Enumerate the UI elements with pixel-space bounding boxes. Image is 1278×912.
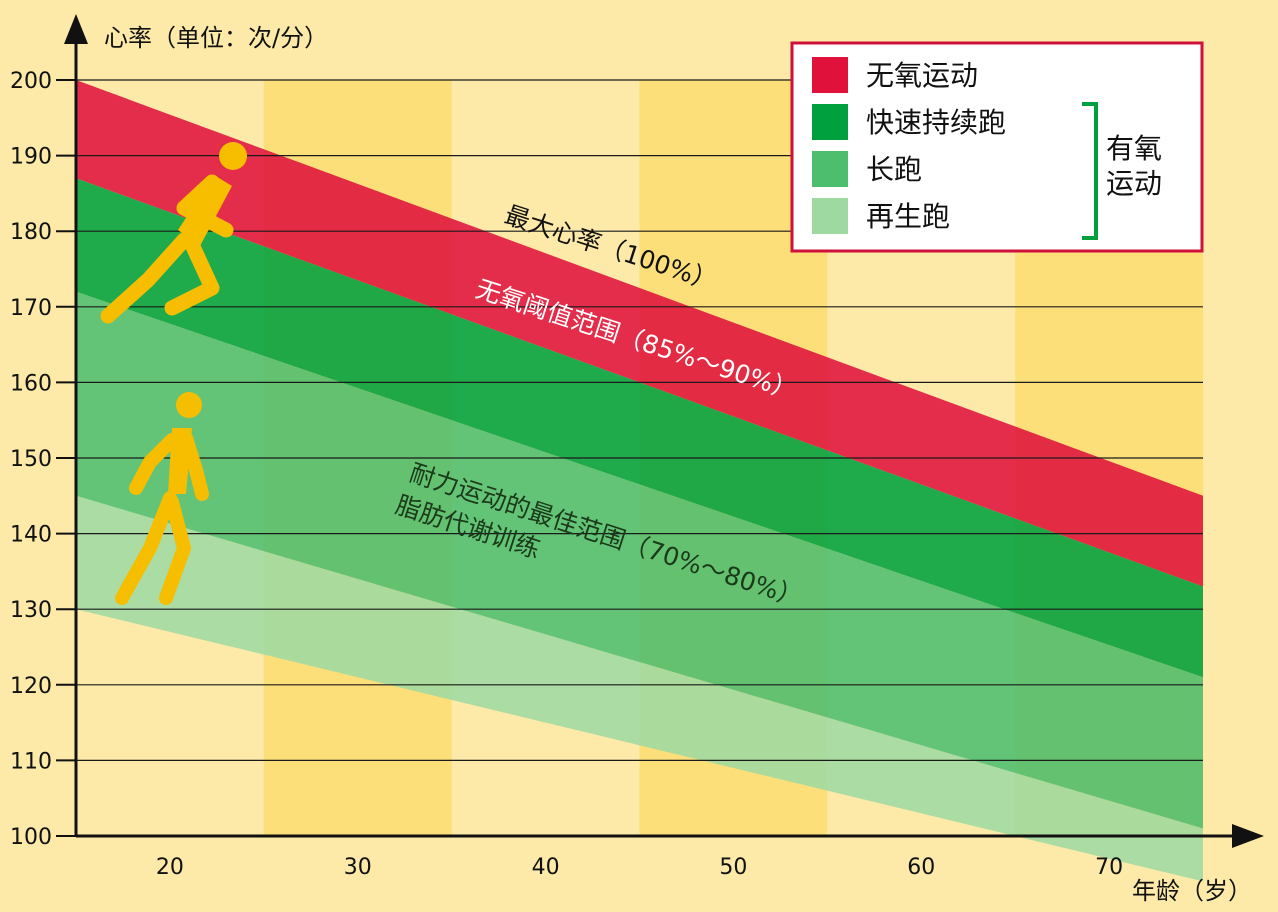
x-tick-label-50: 50 — [719, 855, 747, 880]
band-快速持续跑 — [76, 178, 1203, 678]
y-tick-label-200: 200 — [10, 69, 52, 94]
y-tick-label-100: 100 — [10, 825, 52, 850]
x-tick-labels: 20 30 40 50 60 70 — [156, 855, 1123, 880]
legend-label-0: 无氧运动 — [866, 59, 978, 92]
x-axis-arrow — [1232, 824, 1264, 848]
band-无氧运动 — [76, 80, 1203, 587]
y-tick-label-160: 160 — [10, 371, 52, 396]
legend-label-2: 长跑 — [866, 153, 922, 186]
legend-label-1: 快速持续跑 — [866, 106, 1006, 139]
legend-aerobic-label-2: 运动 — [1106, 167, 1162, 200]
heart-rate-bands — [76, 80, 1203, 882]
y-tick-label-190: 190 — [10, 145, 52, 170]
legend-swatch-2 — [812, 151, 848, 187]
x-tick-label-70: 70 — [1095, 855, 1123, 880]
y-tick-label-180: 180 — [10, 220, 52, 245]
legend-aerobic-label-1: 有氧 — [1106, 132, 1162, 165]
aerobic-bracket — [1082, 102, 1098, 240]
band-再生跑 — [76, 495, 1203, 882]
x-tick-label-60: 60 — [907, 855, 935, 880]
y-tick-label-150: 150 — [10, 447, 52, 472]
legend-swatch-0 — [812, 57, 848, 93]
x-tick-label-30: 30 — [344, 855, 372, 880]
legend-swatch-3 — [812, 198, 848, 234]
y-tick-label-110: 110 — [10, 749, 52, 774]
y-axis-title: 心率（单位：次/分） — [104, 24, 328, 52]
walker-icon — [115, 392, 209, 605]
y-tick-label-120: 120 — [10, 674, 52, 699]
y-tick-label-140: 140 — [10, 523, 52, 548]
y-tick-label-170: 170 — [10, 296, 52, 321]
x-tick-label-20: 20 — [156, 855, 184, 880]
y-axis-arrow — [64, 14, 88, 44]
runner-icon — [100, 142, 247, 324]
y-tick-label-130: 130 — [10, 598, 52, 623]
x-tick-label-40: 40 — [532, 855, 560, 880]
y-tick-labels: 100 110 120 130 140 150 160 170 180 190 200 — [10, 69, 76, 850]
legend-label-3: 再生跑 — [866, 200, 950, 233]
x-axis-title: 年龄（岁） — [1132, 877, 1252, 905]
band-长跑 — [76, 291, 1203, 829]
legend-swatch-1 — [812, 104, 848, 140]
legend-box — [790, 41, 1204, 253]
